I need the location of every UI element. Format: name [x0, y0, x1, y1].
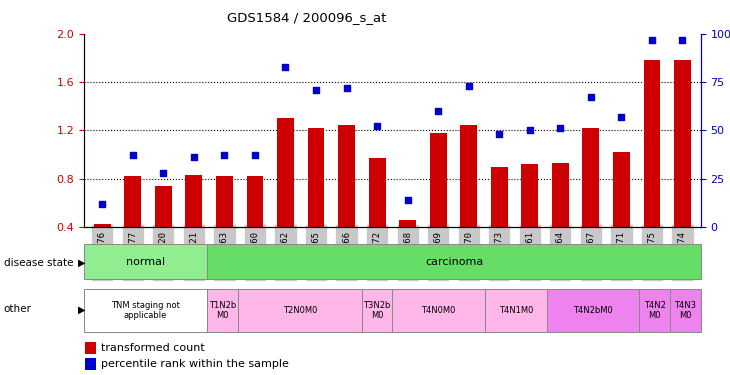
Bar: [216, 176, 233, 227]
Bar: [461, 126, 477, 227]
Point: [432, 108, 444, 114]
Bar: [207, 244, 701, 279]
Bar: [338, 126, 355, 227]
Bar: [84, 289, 207, 332]
Bar: [94, 225, 111, 227]
Point: [493, 131, 505, 137]
Bar: [485, 289, 547, 332]
Text: ▶: ▶: [78, 258, 85, 268]
Text: T4N0M0: T4N0M0: [421, 306, 456, 315]
Text: T2N0M0: T2N0M0: [283, 306, 317, 315]
Bar: [491, 166, 507, 227]
Bar: [521, 164, 538, 227]
Bar: [247, 176, 264, 227]
Text: disease state: disease state: [4, 258, 73, 268]
Text: T1N2b
M0: T1N2b M0: [209, 301, 237, 320]
Text: transformed count: transformed count: [101, 343, 204, 353]
Point: [96, 201, 108, 207]
Bar: [85, 342, 96, 354]
Bar: [393, 289, 485, 332]
Point: [524, 128, 536, 134]
Bar: [85, 357, 96, 370]
Text: normal: normal: [126, 256, 165, 267]
Point: [615, 114, 627, 120]
Text: carcinoma: carcinoma: [425, 256, 483, 267]
Bar: [361, 289, 393, 332]
Point: [463, 83, 474, 89]
Text: T4N3
M0: T4N3 M0: [675, 301, 696, 320]
Bar: [430, 133, 447, 227]
Text: percentile rank within the sample: percentile rank within the sample: [101, 359, 289, 369]
Bar: [674, 60, 691, 227]
Bar: [369, 158, 385, 227]
Bar: [613, 152, 630, 227]
Point: [585, 94, 596, 100]
Text: T4N1M0: T4N1M0: [499, 306, 533, 315]
Text: T4N2
M0: T4N2 M0: [644, 301, 666, 320]
Bar: [639, 289, 670, 332]
Point: [372, 123, 383, 129]
Point: [249, 152, 261, 158]
Point: [402, 197, 413, 203]
Bar: [277, 118, 294, 227]
Point: [677, 36, 688, 42]
Point: [646, 36, 658, 42]
Text: TNM staging not
applicable: TNM staging not applicable: [111, 301, 180, 320]
Bar: [238, 289, 361, 332]
Bar: [207, 289, 238, 332]
Bar: [547, 289, 639, 332]
Point: [188, 154, 200, 160]
Point: [555, 125, 566, 131]
Text: T3N2b
M0: T3N2b M0: [364, 301, 391, 320]
Bar: [399, 220, 416, 227]
Bar: [644, 60, 661, 227]
Point: [127, 152, 139, 158]
Bar: [552, 163, 569, 227]
Bar: [155, 186, 172, 227]
Point: [158, 170, 169, 176]
Bar: [124, 176, 141, 227]
Point: [218, 152, 230, 158]
Text: ▶: ▶: [78, 304, 85, 314]
Text: other: other: [4, 304, 31, 314]
Bar: [84, 244, 207, 279]
Point: [341, 85, 353, 91]
Point: [280, 64, 291, 70]
Bar: [670, 289, 701, 332]
Bar: [307, 128, 324, 227]
Point: [310, 87, 322, 93]
Text: GDS1584 / 200096_s_at: GDS1584 / 200096_s_at: [227, 11, 386, 24]
Bar: [185, 175, 202, 227]
Bar: [583, 128, 599, 227]
Text: T4N2bM0: T4N2bM0: [573, 306, 612, 315]
